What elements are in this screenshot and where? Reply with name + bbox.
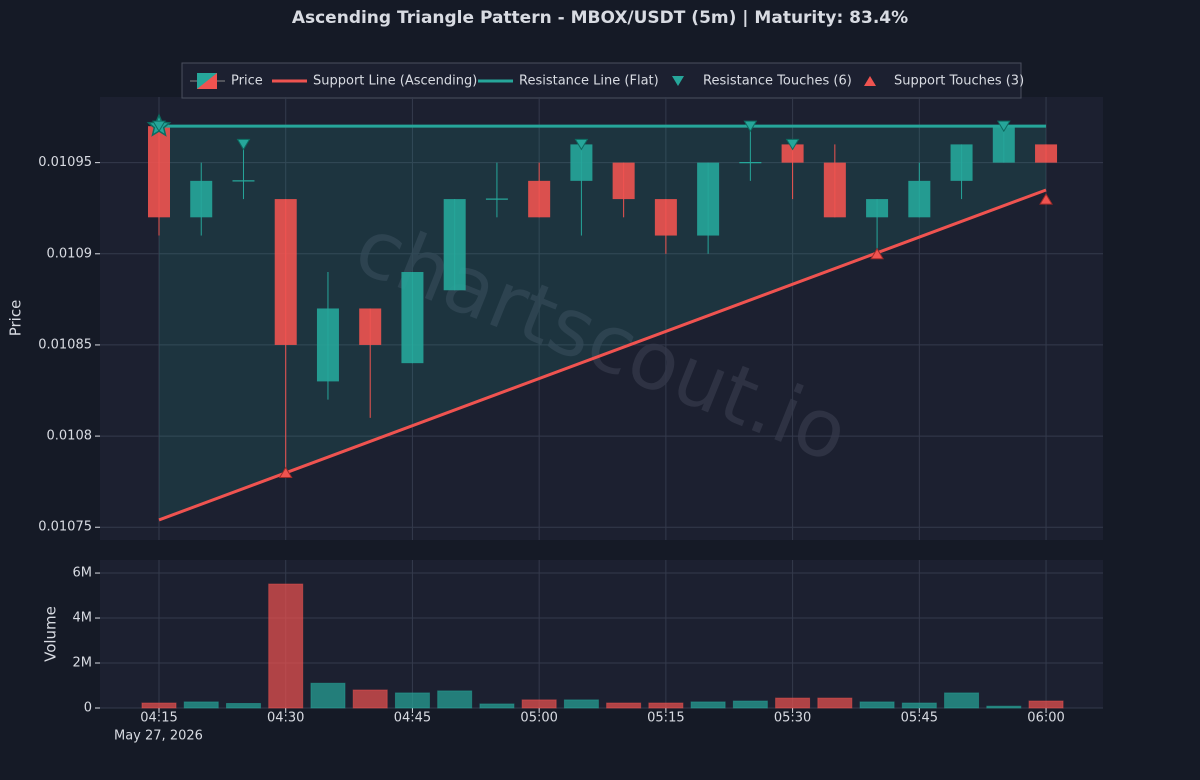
- volume-bar: [183, 701, 219, 709]
- candle-body: [190, 180, 213, 218]
- volume-bar: [394, 692, 430, 709]
- candle-body: [654, 199, 677, 236]
- volume-bar: [310, 682, 346, 709]
- candle-body: [823, 162, 846, 218]
- resistance-touches-marker: [996, 120, 1011, 133]
- volume-bar: [732, 700, 768, 709]
- candle-body: [316, 308, 339, 382]
- x-tick-label: 05:45: [901, 711, 938, 726]
- volume-tick-label: 4M: [73, 611, 93, 626]
- legend-icon: [672, 76, 684, 86]
- volume-bar: [225, 703, 261, 709]
- resistance-touches-marker: [743, 120, 758, 133]
- volume-tick-label: 2M: [73, 656, 93, 671]
- candle-body: [528, 180, 551, 218]
- x-tick-label: 06:00: [1027, 711, 1064, 726]
- candle-body: [570, 144, 593, 181]
- support-line: [158, 188, 1047, 522]
- resistance-touches-marker: [574, 138, 589, 151]
- candle-body: [612, 162, 635, 200]
- volume-panel: [100, 560, 1103, 708]
- legend-label: Support Touches (3): [894, 74, 1024, 89]
- candle-body: [697, 162, 720, 236]
- volume-bar: [563, 699, 599, 709]
- volume-axis-label: Volume: [42, 606, 60, 662]
- volume-bar: [859, 701, 895, 709]
- price-panel: [100, 97, 1103, 540]
- volume-bar: [986, 705, 1022, 709]
- x-tick-label: 05:30: [774, 711, 811, 726]
- volume-tick-label: 0: [84, 701, 92, 716]
- volume-bar: [268, 583, 304, 709]
- candle-body: [1035, 144, 1058, 163]
- volume-bar: [775, 697, 811, 709]
- volume-tick-label: 6M: [73, 566, 93, 581]
- y-tick-label: 0.0109: [47, 246, 93, 261]
- chart-title: Ascending Triangle Pattern - MBOX/USDT (…: [292, 8, 908, 28]
- resistance-touches-marker: [152, 120, 166, 133]
- volume-bar: [437, 690, 473, 709]
- x-date-label: May 27, 2026: [114, 729, 203, 744]
- y-tick-label: 0.0108: [47, 429, 93, 444]
- legend-label: Support Line (Ascending): [313, 74, 477, 89]
- resistance-touches-marker: [236, 138, 251, 151]
- legend-icon: [197, 73, 217, 89]
- candle-body: [866, 199, 889, 218]
- y-tick-label: 0.01085: [38, 337, 92, 352]
- volume-bar: [521, 699, 557, 709]
- candle-body: [359, 308, 382, 345]
- volume-bar: [352, 689, 388, 709]
- volume-bar: [606, 702, 642, 709]
- volume-bar: [944, 692, 980, 709]
- support-touches-marker: [278, 466, 293, 479]
- y-tick-label: 0.01095: [38, 155, 92, 170]
- volume-bar: [901, 702, 937, 709]
- x-tick-label: 05:00: [520, 711, 557, 726]
- triangle-area: [159, 126, 1047, 520]
- x-tick-label: 05:15: [647, 711, 684, 726]
- volume-bar: [817, 697, 853, 709]
- legend-label: Price: [231, 74, 263, 89]
- y-tick-label: 0.01075: [38, 520, 92, 535]
- volume-bar: [141, 702, 177, 709]
- x-tick-label: 04:45: [394, 711, 431, 726]
- candle-body: [781, 144, 804, 163]
- legend-label: Resistance Touches (6): [703, 74, 852, 89]
- candle-body: [401, 272, 424, 364]
- resistance-touches-marker: [785, 138, 800, 151]
- candle-body: [908, 180, 931, 218]
- candle-body: [443, 199, 466, 291]
- legend: [181, 62, 1022, 99]
- x-tick-label: 04:30: [267, 711, 304, 726]
- support-touches-marker: [1039, 193, 1053, 205]
- volume-bar: [479, 703, 515, 709]
- volume-bar: [648, 702, 684, 709]
- candle-body: [274, 199, 297, 345]
- legend-label: Resistance Line (Flat): [519, 74, 659, 89]
- volume-bar: [690, 701, 726, 709]
- x-tick-label: 04:15: [140, 711, 177, 726]
- candle-body: [992, 126, 1015, 163]
- volume-bar: [1028, 700, 1064, 709]
- legend-icon: [864, 76, 876, 86]
- candle-body: [148, 126, 170, 218]
- y-axis-label: Price: [7, 300, 25, 337]
- candle-body: [950, 144, 973, 181]
- support-touches-marker: [870, 247, 884, 260]
